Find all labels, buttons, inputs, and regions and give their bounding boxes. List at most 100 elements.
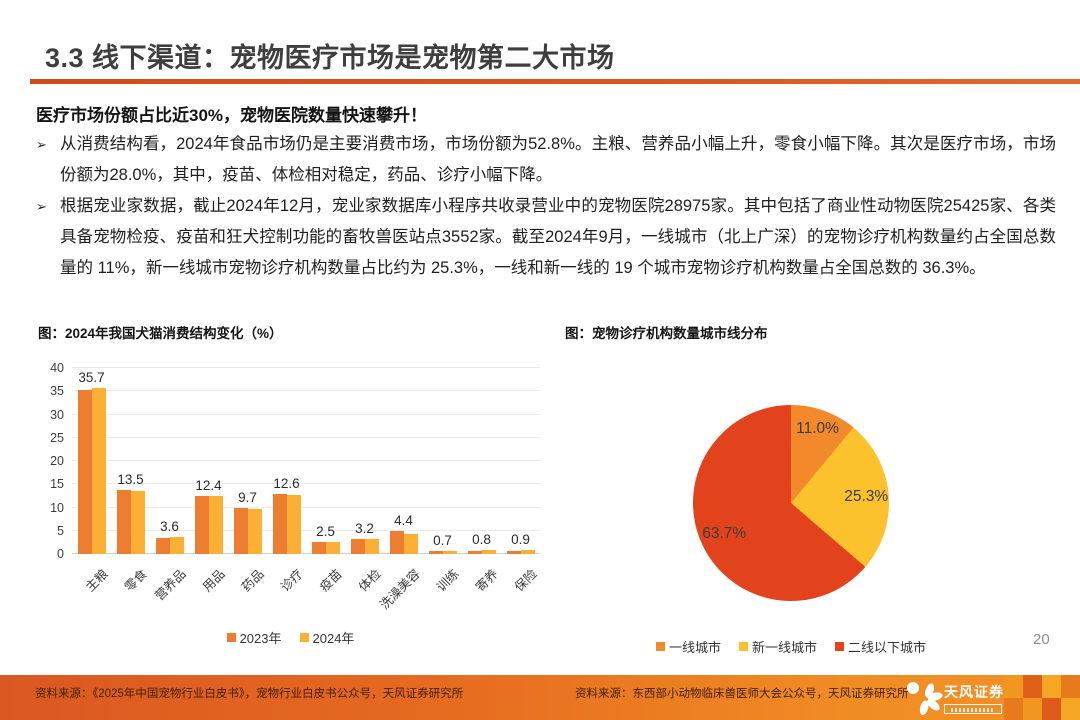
mosaic-tile	[1023, 675, 1042, 698]
x-category-label: 营养品	[151, 566, 189, 604]
gridline	[72, 506, 540, 508]
bar-value-label: 13.5	[117, 472, 144, 488]
gridline	[72, 390, 540, 392]
bar-2024年-药品	[247, 508, 262, 554]
gridline	[72, 553, 540, 554]
pie-slice-label: 11.0%	[796, 420, 839, 438]
legend-label: 2024年	[312, 631, 355, 646]
bar-2024年-体检	[364, 539, 379, 554]
bar-value-label: 0.7	[433, 532, 452, 548]
gridline	[72, 436, 540, 438]
bar-2023年-主粮	[77, 390, 92, 554]
legend-item-2023年: 2023年	[226, 628, 282, 647]
bar-2024年-疫苗	[325, 542, 340, 554]
pie-slice-label: 25.3%	[844, 487, 889, 505]
bar-chart: 图：2024年我国犬猫消费结构变化（%） 0 5 10 15 20 25 30 35 40 35…	[38, 322, 548, 652]
bar-2023年-训练	[428, 550, 443, 554]
bar-group-用品: 12.4	[189, 368, 228, 554]
legend-swatch	[226, 633, 236, 642]
bar-group-训练: 0.7	[423, 368, 462, 554]
y-tick-label: 0	[57, 547, 64, 561]
bullet-list: ➢ 从消费结构看，2024年食品市场仍是主要消费市场，市场份额为52.8%。主粮…	[36, 129, 1056, 284]
legend-label: 新一线城市	[751, 640, 817, 655]
bar-2023年-疫苗	[311, 542, 326, 554]
bar-value-label: 0.9	[511, 531, 530, 547]
bar-value-label: 2.5	[316, 524, 335, 540]
bar-2023年-寄养	[467, 550, 482, 554]
mosaic-tile	[1004, 675, 1023, 698]
footer-band: 资料来源：《2025年中国宠物行业白皮书》，宠物行业白皮书公众号，天风证券研究所…	[0, 675, 1080, 720]
y-tick-label: 15	[50, 477, 64, 492]
x-category-label: 诊疗	[277, 566, 306, 595]
y-tick-label: 10	[50, 500, 64, 515]
legend-item-一线城市: 一线城市	[655, 637, 721, 656]
mosaic-tile	[1042, 697, 1061, 720]
bar-x-axis: 主粮 零食 营养品 用品 药品 诊疗 疫苗 体检 洗澡美容 训练 寄养 保险	[72, 558, 540, 630]
y-tick-label: 40	[50, 361, 64, 375]
mosaic-tile	[1004, 697, 1023, 720]
source-note-left: 资料来源：《2025年中国宠物行业白皮书》，宠物行业白皮书公众号，天风证券研究所	[35, 688, 464, 700]
x-category-label: 体检	[355, 566, 384, 595]
bar-2023年-洗澡美容	[389, 531, 404, 554]
gridline	[72, 413, 540, 415]
x-category-label: 保险	[511, 566, 540, 595]
x-category-label: 零食	[121, 566, 150, 595]
bar-value-label: 9.7	[238, 490, 257, 506]
pie-chart: 图：宠物诊疗机构数量城市线分布 11.0% 25.3% 63.7% 一线城市 新一线城…	[565, 322, 1065, 655]
bar-2024年-零食	[130, 491, 145, 554]
bar-2024年-诊疗	[286, 495, 301, 554]
pie-graphic: 11.0% 25.3% 63.7%	[693, 405, 889, 601]
bar-y-axis: 0 5 10 15 20 25 30 35 40	[38, 361, 66, 561]
bar-2023年-营养品	[155, 538, 170, 554]
legend-label: 2023年	[239, 631, 282, 646]
pie-chart-title: 图：宠物诊疗机构数量城市线分布	[565, 326, 768, 341]
y-tick-label: 5	[57, 523, 64, 538]
x-category-label: 训练	[433, 566, 462, 595]
y-tick-label: 30	[50, 407, 64, 422]
bar-chart-title: 图：2024年我国犬猫消费结构变化（%）	[38, 326, 283, 341]
bar-2024年-用品	[208, 496, 223, 554]
bar-groups: 35.7 13.5 3.6 12.4 9.7 12.6 2.5 3.2 4.4 0.7 0.8 0.9	[72, 368, 540, 554]
x-category-label: 寄养	[472, 566, 501, 595]
bar-2023年-用品	[194, 496, 209, 554]
pie-slice-label: 63.7%	[702, 524, 747, 542]
bar-chart-legend: 2023年 2024年	[38, 628, 543, 647]
page-title: 3.3 线下渠道：宠物医疗市场是宠物第二大市场	[45, 43, 615, 73]
legend-item-2024年: 2024年	[299, 628, 355, 647]
bar-2023年-体检	[350, 539, 365, 554]
bar-value-label: 0.8	[472, 532, 491, 548]
title-underline	[30, 79, 1080, 84]
y-tick-label: 35	[50, 384, 64, 399]
bar-2024年-寄养	[481, 550, 496, 554]
legend-swatch	[835, 642, 844, 651]
bar-2023年-零食	[116, 490, 131, 554]
pie-chart-legend: 一线城市 新一线城市 二线以下城市	[565, 637, 1017, 656]
gridline	[72, 483, 540, 485]
arrow-bullet-icon: ➢	[36, 137, 47, 152]
bar-2023年-诊疗	[272, 493, 287, 554]
bar-value-label: 12.6	[273, 475, 300, 491]
bar-2024年-保险	[520, 549, 535, 554]
bar-group-疫苗: 2.5	[306, 368, 345, 554]
bar-group-药品: 9.7	[228, 368, 267, 554]
logo-slogan-box	[944, 704, 1002, 714]
bullet-item: ➢ 根据宠业家数据，截止2024年12月，宠业家数据库小程序共收录营业中的宠物医…	[36, 191, 1056, 284]
x-category-label: 用品	[199, 566, 228, 595]
legend-item-新一线城市: 新一线城市	[738, 637, 817, 656]
lead-statement: 医疗市场份额占比近30%，宠物医院数量快速攀升！	[36, 106, 428, 125]
legend-swatch	[655, 642, 665, 651]
bar-group-营养品: 3.6	[150, 368, 189, 554]
bar-group-诊疗: 12.6	[267, 368, 306, 554]
bullet-text: 根据宠业家数据，截止2024年12月，宠业家数据库小程序共收录营业中的宠物医院2…	[60, 197, 1056, 277]
legend-swatch	[299, 633, 309, 642]
bar-group-寄养: 0.8	[462, 368, 501, 554]
x-category-label: 洗澡美容	[376, 566, 423, 613]
bar-chart-area: 0 5 10 15 20 25 30 35 40 35.7 13.5 3.6 12.4 9.7 12.6 2…	[38, 361, 543, 561]
bar-value-label: 4.4	[394, 513, 413, 529]
page-number: 20	[1033, 631, 1050, 648]
mosaic-tile	[1061, 675, 1080, 698]
bar-group-零食: 13.5	[111, 368, 150, 554]
legend-label: 二线以下城市	[848, 640, 927, 655]
bar-group-体检: 3.2	[345, 368, 384, 554]
